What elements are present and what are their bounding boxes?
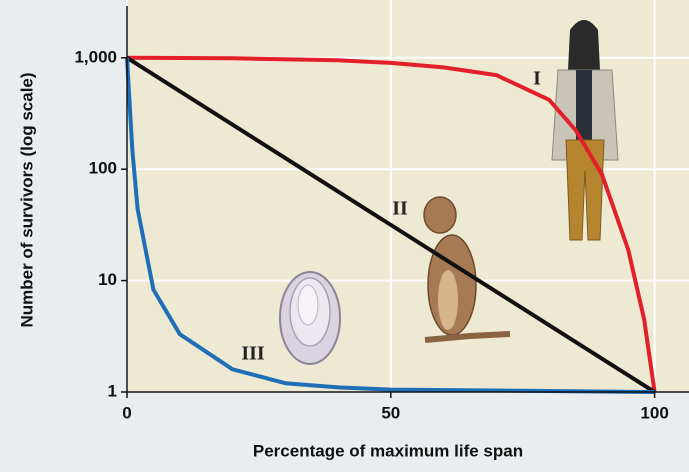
x-tick-label: 50 <box>381 403 400 422</box>
oyster-illustration <box>280 272 340 364</box>
y-axis-title: Number of survivors (log scale) <box>17 72 36 327</box>
curve-label: II <box>392 198 408 220</box>
x-tick-label: 100 <box>640 403 668 422</box>
y-tick-label: 1 <box>108 381 117 400</box>
curve-label: III <box>241 343 265 365</box>
chart: Percentage of maximum life span Number o… <box>0 0 689 472</box>
y-tick-label: 10 <box>98 270 117 289</box>
y-tick-label: 100 <box>89 159 117 178</box>
y-tick-label: 1,000 <box>74 47 117 66</box>
curve-label: I <box>533 68 541 90</box>
x-tick-label: 0 <box>122 403 131 422</box>
x-axis-title: Percentage of maximum life span <box>253 441 523 460</box>
